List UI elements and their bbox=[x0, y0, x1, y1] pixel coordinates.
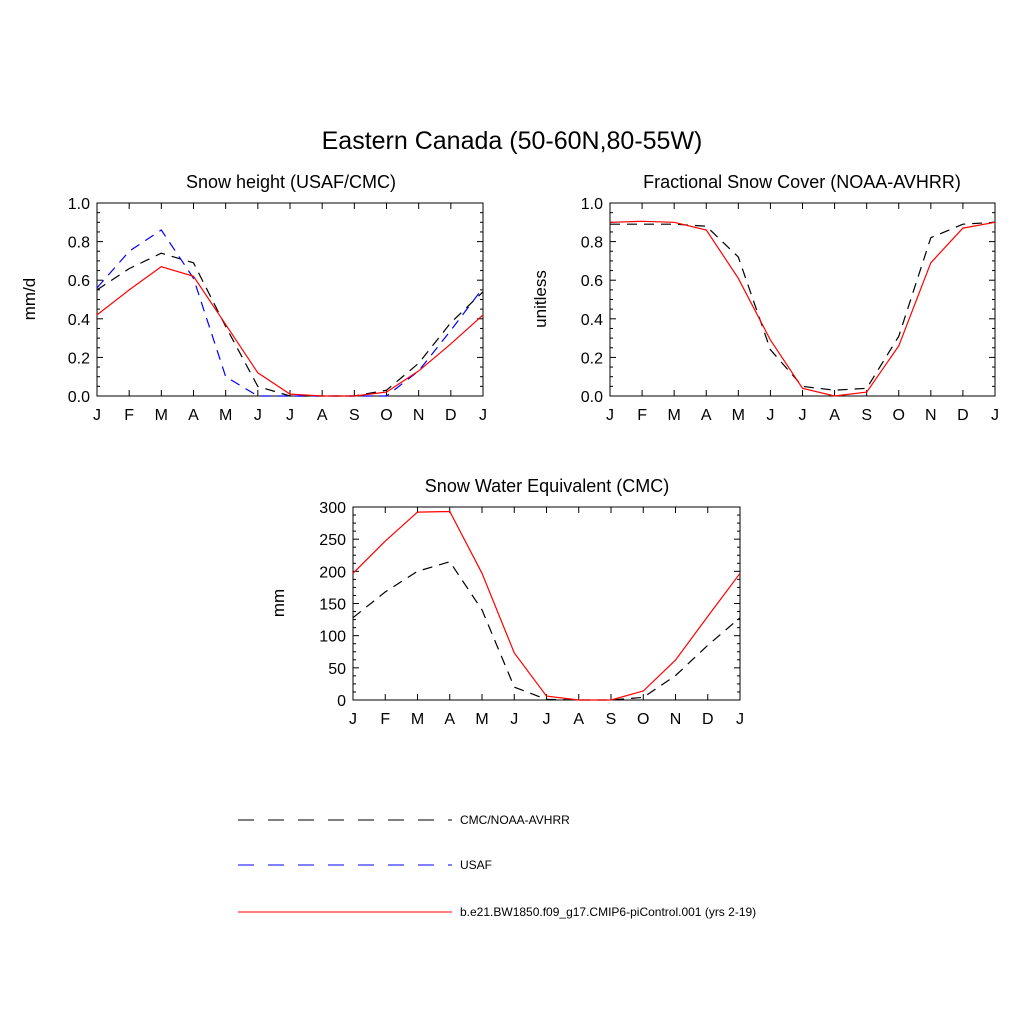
x-tick-label: M bbox=[668, 407, 681, 424]
x-tick-label: S bbox=[861, 407, 872, 424]
series-line bbox=[352, 560, 741, 701]
x-tick-label: A bbox=[444, 711, 455, 728]
legend-item: USAF bbox=[238, 858, 492, 872]
x-tick-label: J bbox=[93, 407, 101, 424]
y-tick-label: 1.0 bbox=[581, 196, 603, 213]
legend: CMC/NOAA-AVHRR USAF b.e21.BW1850.f09_g17… bbox=[238, 813, 756, 919]
series-line bbox=[96, 252, 484, 397]
x-tick-label: J bbox=[510, 711, 518, 728]
y-tick-label: 250 bbox=[319, 532, 346, 549]
x-tick-label: M bbox=[411, 711, 424, 728]
x-tick-label: J bbox=[254, 407, 262, 424]
x-tick-label: F bbox=[124, 407, 134, 424]
x-tick-label: A bbox=[701, 407, 712, 424]
x-tick-label: M bbox=[219, 407, 232, 424]
panel-snow-water-equivalent: Snow Water Equivalent (CMC) mm J F M A M J J A S… bbox=[269, 476, 744, 728]
y-axis-label: mm/d bbox=[20, 278, 39, 321]
plot-area: J F M A M J J A S O N D J0.00.20.40.60.81.0 bbox=[581, 196, 999, 424]
x-tick-label: N bbox=[925, 407, 937, 424]
y-tick-label: 0 bbox=[337, 693, 346, 710]
y-tick-label: 1.0 bbox=[68, 196, 90, 213]
x-tick-label: N bbox=[670, 711, 682, 728]
x-tick-label: N bbox=[413, 407, 425, 424]
legend-label: b.e21.BW1850.f09_g17.CMIP6-piControl.001… bbox=[460, 905, 756, 919]
x-tick-label: J bbox=[543, 711, 551, 728]
x-tick-label: F bbox=[637, 407, 647, 424]
series-line bbox=[352, 510, 741, 701]
x-tick-label: F bbox=[380, 711, 390, 728]
series-line bbox=[610, 221, 996, 391]
x-tick-label: A bbox=[829, 407, 840, 424]
x-tick-label: M bbox=[732, 407, 745, 424]
panel-fractional-snow-cover: Fractional Snow Cover (NOAA-AVHRR) unitl… bbox=[531, 172, 999, 424]
x-tick-label: J bbox=[736, 711, 744, 728]
y-tick-label: 200 bbox=[319, 564, 346, 581]
x-tick-label: A bbox=[573, 711, 584, 728]
x-tick-label: J bbox=[286, 407, 294, 424]
x-tick-label: O bbox=[380, 407, 392, 424]
x-tick-label: D bbox=[957, 407, 969, 424]
panel-title: Snow Water Equivalent (CMC) bbox=[425, 476, 669, 496]
y-tick-label: 0.8 bbox=[581, 235, 603, 252]
x-tick-label: J bbox=[479, 407, 487, 424]
plot-frame bbox=[609, 202, 996, 397]
y-tick-label: 50 bbox=[328, 661, 346, 678]
x-tick-label: J bbox=[349, 711, 357, 728]
x-tick-label: S bbox=[606, 711, 617, 728]
x-tick-label: J bbox=[606, 407, 614, 424]
x-tick-label: J bbox=[766, 407, 774, 424]
y-tick-label: 0.0 bbox=[68, 389, 90, 406]
y-tick-label: 0.2 bbox=[581, 350, 603, 367]
panel-title: Fractional Snow Cover (NOAA-AVHRR) bbox=[643, 172, 961, 192]
y-tick-label: 0.8 bbox=[68, 235, 90, 252]
panel-title: Snow height (USAF/CMC) bbox=[186, 172, 396, 192]
y-tick-label: 100 bbox=[319, 629, 346, 646]
x-tick-label: J bbox=[799, 407, 807, 424]
y-tick-label: 0.2 bbox=[68, 350, 90, 367]
series-line bbox=[96, 229, 484, 397]
page-title: Eastern Canada (50-60N,80-55W) bbox=[322, 127, 703, 155]
x-tick-label: A bbox=[188, 407, 199, 424]
y-tick-label: 300 bbox=[319, 500, 346, 517]
x-tick-label: D bbox=[445, 407, 457, 424]
x-tick-label: D bbox=[702, 711, 714, 728]
y-tick-label: 0.0 bbox=[581, 389, 603, 406]
y-axis-label: mm bbox=[269, 589, 288, 617]
y-axis-label: unitless bbox=[531, 270, 550, 328]
x-tick-label: M bbox=[155, 407, 168, 424]
x-tick-label: S bbox=[349, 407, 360, 424]
series-line bbox=[96, 266, 484, 397]
x-tick-label: O bbox=[893, 407, 905, 424]
legend-label: CMC/NOAA-AVHRR bbox=[460, 813, 570, 827]
y-tick-label: 150 bbox=[319, 597, 346, 614]
x-tick-label: O bbox=[637, 711, 649, 728]
panel-snow-height: Snow height (USAF/CMC) mm/d J F M A M J J A S O N D… bbox=[20, 172, 487, 424]
x-tick-label: A bbox=[317, 407, 328, 424]
plot-frame bbox=[352, 506, 741, 701]
legend-label: USAF bbox=[460, 858, 492, 872]
legend-item: CMC/NOAA-AVHRR bbox=[238, 813, 570, 827]
y-tick-label: 0.6 bbox=[68, 273, 90, 290]
y-tick-label: 0.4 bbox=[68, 312, 90, 329]
legend-item: b.e21.BW1850.f09_g17.CMIP6-piControl.001… bbox=[238, 905, 756, 919]
x-tick-label: M bbox=[475, 711, 488, 728]
y-tick-label: 0.6 bbox=[581, 273, 603, 290]
x-tick-label: J bbox=[991, 407, 999, 424]
plot-frame bbox=[96, 202, 484, 397]
plot-area: J F M A M J J A S O N D J0.00.20.40.60.81.0 bbox=[68, 196, 487, 424]
y-tick-label: 0.4 bbox=[581, 312, 603, 329]
series-line bbox=[609, 220, 996, 397]
